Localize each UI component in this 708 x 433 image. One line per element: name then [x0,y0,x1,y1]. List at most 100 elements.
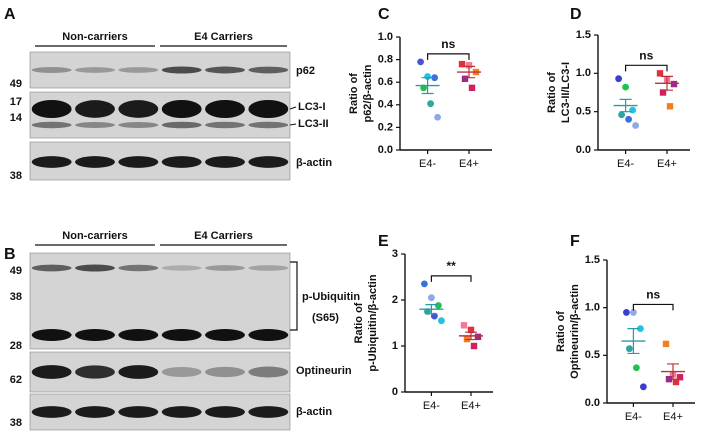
blot-band [75,406,115,418]
blot-band [205,100,245,118]
x-tick-label: E4- [423,400,440,412]
data-point [461,322,467,328]
y-axis-label-line: p-Ubiquitin/β-actin [367,274,379,371]
blot-band [248,122,288,128]
y-tick-label: 1.0 [576,67,591,79]
bracket [290,262,297,330]
data-point [622,84,629,91]
pointer [290,124,296,125]
blot-band [162,156,202,168]
y-axis-label-line: Ratio of [348,73,360,114]
blot-label: (S65) [312,312,339,324]
blot-band [162,265,202,270]
y-tick-label: 2 [392,294,398,306]
blot-band [205,367,245,377]
y-axis-label-line: LC3-II/LC3-I [560,62,572,123]
blot-label: p-Ubiquitin [302,291,360,303]
blot-band [248,265,288,271]
x-tick-label: E4- [617,158,634,170]
blot-band [118,265,158,271]
data-point [438,317,445,324]
blot-band [205,265,245,271]
x-tick-label: E4- [419,158,436,170]
group-label: E4 Carriers [194,31,253,43]
data-point [626,345,633,352]
y-axis-label-line: Ratio of [353,302,365,343]
group-label: Non-carriers [62,31,127,43]
data-point [618,111,625,118]
blot-band [32,265,72,272]
y-axis-label-line: Optineurin/β-actin [569,284,581,379]
y-tick-label: 0.2 [378,121,393,133]
blot-band [205,122,245,128]
data-point [673,379,679,385]
y-axis-label: Ratio ofp62/β-actin [348,64,374,122]
x-tick-label: E4- [625,411,642,423]
y-tick-label: 1 [392,340,398,352]
blot-band [205,67,245,74]
data-point [469,85,475,91]
panel-label: C [378,6,390,23]
pointer [290,107,296,109]
y-tick-label: 0.5 [576,106,591,118]
blot-band [162,66,202,73]
y-tick-label: 0.0 [585,397,600,409]
y-tick-label: 1.0 [378,31,393,43]
data-point [667,103,673,109]
data-point [417,58,424,65]
blot-band [118,406,158,418]
y-axis-label-line: p62/β-actin [362,64,374,122]
size-marker: 28 [10,340,22,352]
x-tick-label: E4+ [657,158,677,170]
y-tick-label: 0.0 [378,144,393,156]
blot-band [248,406,288,418]
data-point [428,294,435,301]
data-point [629,107,636,114]
blot-band [118,67,158,73]
blot-strip [30,92,290,138]
blot-band [118,329,158,341]
data-point [427,100,434,107]
y-tick-label: 0.5 [585,349,600,361]
blot-band [32,406,72,418]
panel-label: F [570,233,580,250]
y-tick-label: 0.8 [378,54,393,66]
y-tick-label: 1.5 [576,29,591,41]
significance-bracket [428,54,469,60]
significance-label: ns [639,49,653,63]
y-tick-label: 0 [392,386,398,398]
significance-label: ns [646,288,660,302]
blot-band [162,329,202,341]
y-tick-label: 1.0 [585,302,600,314]
blot-band [162,367,202,377]
panel-label: B [4,246,16,263]
blot-band [162,406,202,418]
panel-label: A [4,6,16,23]
blot-band [75,329,115,341]
data-point [471,343,477,349]
data-point [640,383,647,390]
size-marker: 49 [10,78,22,90]
significance-label: ** [447,259,457,273]
blot-band [32,365,72,379]
y-axis-label: Ratio ofOptineurin/β-actin [555,284,581,379]
y-tick-label: 1.5 [585,254,600,266]
size-marker: 38 [10,417,22,429]
x-tick-label: E4+ [663,411,683,423]
size-marker: 17 [10,96,22,108]
data-point [435,302,442,309]
blot-band [32,329,72,341]
blot-band [118,100,158,118]
data-point [462,76,468,82]
blot-band [205,329,245,341]
data-point [625,116,632,123]
panel-label: E [378,233,389,250]
blot-band [162,100,202,118]
significance-label: ns [441,37,455,51]
significance-bracket [431,276,471,282]
blot-band [75,264,115,271]
size-marker: 14 [10,112,23,124]
y-tick-label: 3 [392,248,398,260]
blot-band [118,365,158,379]
y-axis-label: Ratio ofLC3-II/LC3-I [546,62,572,123]
